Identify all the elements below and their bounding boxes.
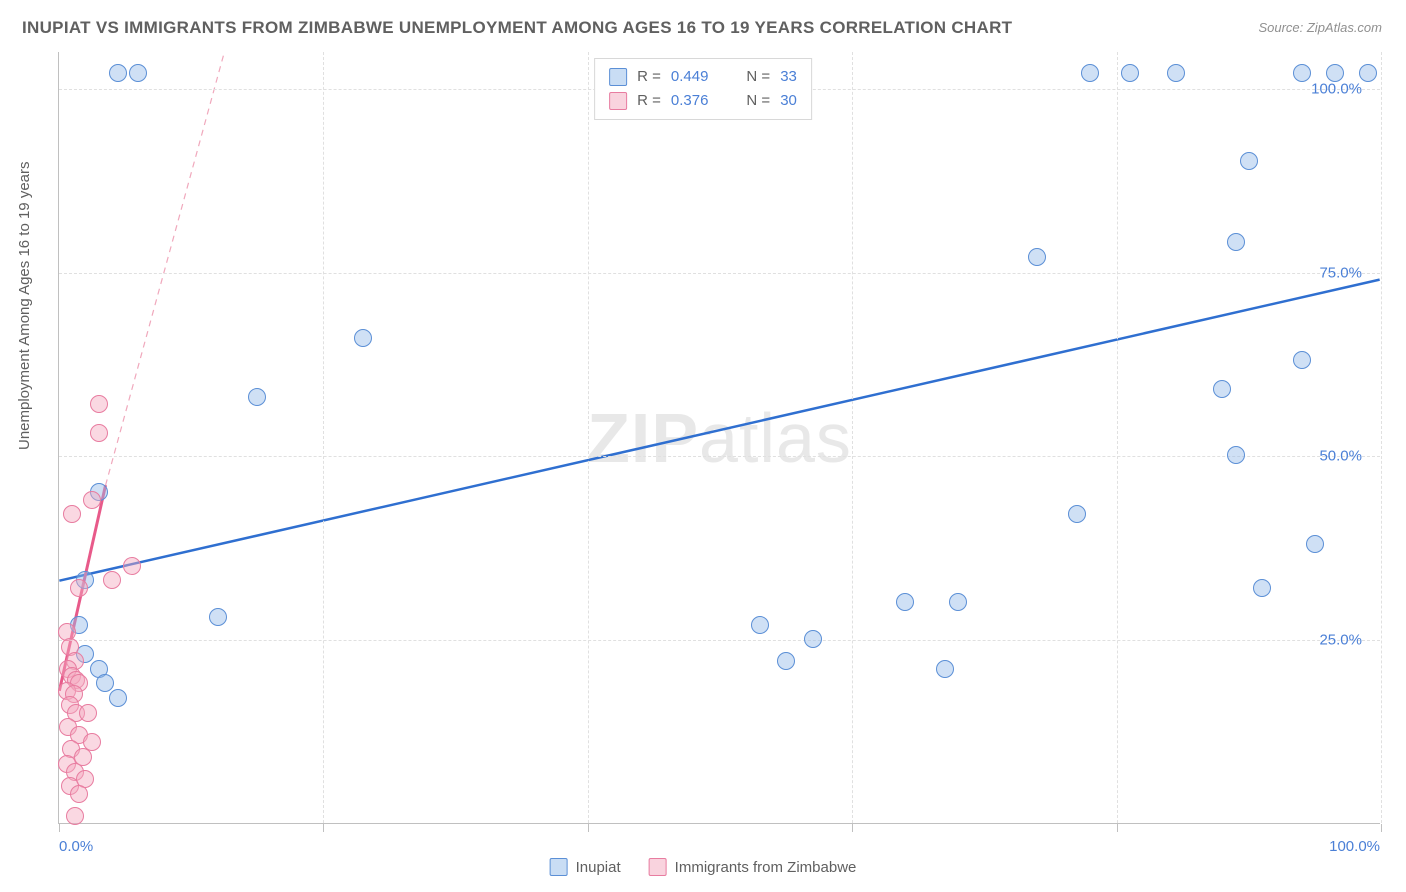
y-tick-label: 50.0% <box>1319 448 1362 465</box>
data-point <box>1293 64 1311 82</box>
x-tick-label-min: 0.0% <box>59 838 93 855</box>
x-tick-label-max: 100.0% <box>1329 838 1380 855</box>
data-point <box>103 571 121 589</box>
legend-item-zimbabwe: Immigrants from Zimbabwe <box>649 858 857 876</box>
data-point <box>70 579 88 597</box>
plot-area: ZIPatlas 25.0%50.0%75.0%100.0%0.0%100.0% <box>58 52 1380 824</box>
legend-r-value-0: 0.449 <box>671 65 709 89</box>
data-point <box>83 491 101 509</box>
legend-item-inupiat: Inupiat <box>550 858 621 876</box>
data-point <box>63 505 81 523</box>
data-point <box>751 616 769 634</box>
data-point <box>90 395 108 413</box>
y-tick-label: 25.0% <box>1319 632 1362 649</box>
gridline-horizontal <box>59 273 1380 274</box>
legend-n-label-1: N = <box>746 89 770 113</box>
gridline-vertical <box>1381 52 1382 823</box>
data-point <box>1167 64 1185 82</box>
legend-r-value-1: 0.376 <box>671 89 709 113</box>
y-axis-title: Unemployment Among Ages 16 to 19 years <box>16 161 33 450</box>
source-attribution: Source: ZipAtlas.com <box>1258 20 1382 35</box>
trend-line <box>106 52 225 485</box>
x-tick <box>1381 824 1382 832</box>
data-point <box>777 652 795 670</box>
data-point <box>896 593 914 611</box>
watermark-rest: atlas <box>699 399 852 477</box>
data-point <box>79 704 97 722</box>
x-tick <box>1117 824 1118 832</box>
legend-swatch-zimbabwe-bottom <box>649 858 667 876</box>
data-point <box>248 388 266 406</box>
x-tick <box>59 824 60 832</box>
data-point <box>1326 64 1344 82</box>
source-name: ZipAtlas.com <box>1307 20 1382 35</box>
legend-label-inupiat: Inupiat <box>576 859 621 876</box>
source-prefix: Source: <box>1258 20 1306 35</box>
series-legend: Inupiat Immigrants from Zimbabwe <box>550 858 857 876</box>
data-point <box>1306 535 1324 553</box>
trend-lines-layer <box>59 52 1380 823</box>
watermark-bold: ZIP <box>587 399 699 477</box>
data-point <box>1028 248 1046 266</box>
legend-swatch-zimbabwe <box>609 92 627 110</box>
gridline-vertical <box>588 52 589 823</box>
gridline-horizontal <box>59 456 1380 457</box>
data-point <box>1227 233 1245 251</box>
data-point <box>66 807 84 825</box>
chart-title: INUPIAT VS IMMIGRANTS FROM ZIMBABWE UNEM… <box>22 18 1012 38</box>
x-tick <box>588 824 589 832</box>
data-point <box>123 557 141 575</box>
data-point <box>354 329 372 347</box>
data-point <box>109 64 127 82</box>
data-point <box>70 785 88 803</box>
y-tick-label: 100.0% <box>1311 80 1362 97</box>
data-point <box>1293 351 1311 369</box>
gridline-vertical <box>323 52 324 823</box>
y-tick-label: 75.0% <box>1319 264 1362 281</box>
data-point <box>1068 505 1086 523</box>
legend-row-inupiat: R = 0.449 N = 33 <box>609 65 797 89</box>
data-point <box>949 593 967 611</box>
gridline-vertical <box>852 52 853 823</box>
data-point <box>96 674 114 692</box>
correlation-legend: R = 0.449 N = 33 R = 0.376 N = 30 <box>594 58 812 120</box>
data-point <box>1359 64 1377 82</box>
data-point <box>1081 64 1099 82</box>
x-tick <box>852 824 853 832</box>
data-point <box>936 660 954 678</box>
watermark: ZIPatlas <box>587 398 852 478</box>
data-point <box>129 64 147 82</box>
x-tick <box>323 824 324 832</box>
data-point <box>1253 579 1271 597</box>
data-point <box>804 630 822 648</box>
gridline-horizontal <box>59 640 1380 641</box>
data-point <box>90 424 108 442</box>
legend-swatch-inupiat-bottom <box>550 858 568 876</box>
gridline-vertical <box>1117 52 1118 823</box>
legend-swatch-inupiat <box>609 68 627 86</box>
legend-r-label-1: R = <box>637 89 661 113</box>
legend-n-value-0: 33 <box>780 65 797 89</box>
data-point <box>1240 152 1258 170</box>
data-point <box>1227 446 1245 464</box>
legend-row-zimbabwe: R = 0.376 N = 30 <box>609 89 797 113</box>
data-point <box>209 608 227 626</box>
data-point <box>109 689 127 707</box>
data-point <box>1121 64 1139 82</box>
legend-n-value-1: 30 <box>780 89 797 113</box>
legend-n-label-0: N = <box>746 65 770 89</box>
data-point <box>1213 380 1231 398</box>
legend-r-label-0: R = <box>637 65 661 89</box>
legend-label-zimbabwe: Immigrants from Zimbabwe <box>675 859 857 876</box>
trend-line <box>59 280 1379 581</box>
